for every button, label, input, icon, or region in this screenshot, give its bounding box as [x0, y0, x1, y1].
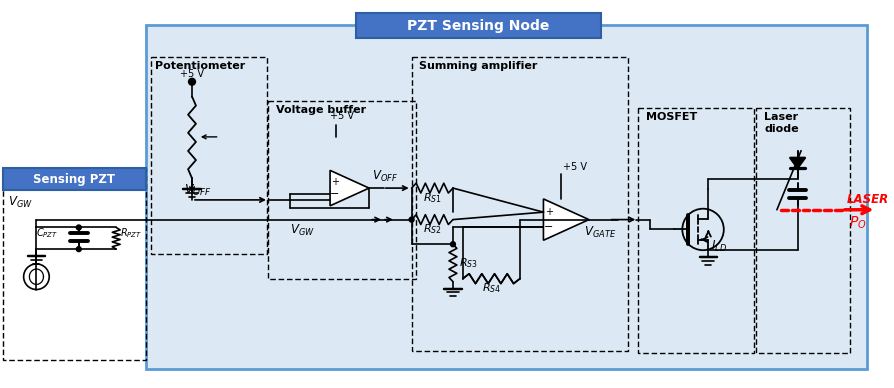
Text: $V_{OFF}$: $V_{OFF}$: [372, 169, 398, 184]
Text: $I_{LD}$: $I_{LD}$: [711, 239, 727, 255]
Text: $R_{S2}$: $R_{S2}$: [423, 223, 442, 236]
Text: $V_{GW}$: $V_{GW}$: [8, 195, 33, 210]
Text: Potentiometer: Potentiometer: [155, 61, 245, 71]
Polygon shape: [330, 170, 369, 206]
Circle shape: [76, 247, 81, 251]
Text: $V_{GATE}$: $V_{GATE}$: [584, 225, 616, 240]
Text: −: −: [544, 222, 553, 232]
Text: +5 V: +5 V: [180, 69, 204, 79]
Bar: [638, 108, 755, 353]
Text: $R_{S3}$: $R_{S3}$: [459, 256, 477, 270]
Text: +: +: [331, 177, 339, 187]
Text: −: −: [330, 189, 340, 199]
Text: +5 V: +5 V: [330, 111, 354, 121]
Bar: [268, 101, 416, 279]
Text: $C_{PZT}$: $C_{PZT}$: [36, 227, 58, 240]
Text: +5 V: +5 V: [563, 162, 587, 172]
Bar: [3, 168, 146, 360]
Polygon shape: [789, 158, 805, 168]
Text: PZT Sensing Node: PZT Sensing Node: [408, 19, 550, 33]
Text: Voltage buffer: Voltage buffer: [275, 106, 366, 115]
Circle shape: [409, 217, 414, 222]
Polygon shape: [544, 199, 589, 240]
Text: Laser
diode: Laser diode: [764, 112, 798, 134]
Circle shape: [189, 78, 196, 85]
Circle shape: [451, 242, 455, 247]
Text: $R_{PZT}$: $R_{PZT}$: [120, 227, 142, 240]
Bar: [756, 108, 850, 353]
Text: Summing amplifier: Summing amplifier: [419, 61, 538, 71]
Text: $R_{S4}$: $R_{S4}$: [482, 282, 501, 295]
Bar: [411, 57, 628, 351]
Text: $V_{OFF}$: $V_{OFF}$: [184, 183, 212, 198]
Text: Sensing PZT: Sensing PZT: [33, 173, 114, 186]
Bar: [151, 57, 266, 254]
Text: $P_O$: $P_O$: [848, 215, 866, 231]
Text: $V_{GW}$: $V_{GW}$: [291, 223, 316, 238]
Circle shape: [76, 225, 81, 230]
Text: LASER: LASER: [847, 193, 889, 206]
Text: $R_{S1}$: $R_{S1}$: [423, 191, 442, 205]
Bar: [357, 13, 601, 38]
Bar: [146, 24, 866, 369]
Text: +: +: [544, 207, 552, 217]
Text: MOSFET: MOSFET: [646, 112, 697, 122]
Bar: [3, 168, 146, 190]
